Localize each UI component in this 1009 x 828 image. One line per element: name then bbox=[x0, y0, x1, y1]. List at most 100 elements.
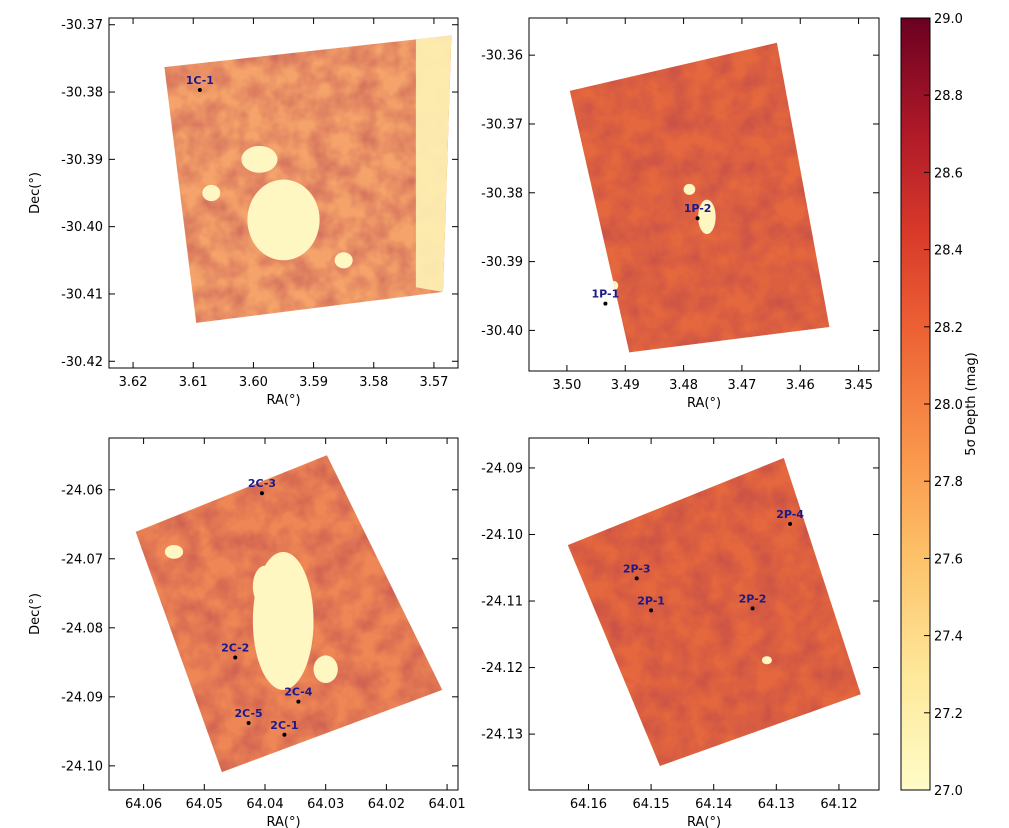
colorbar-tick-label: 28.8 bbox=[934, 89, 963, 104]
y-tick-label: -24.09 bbox=[61, 690, 103, 705]
y-tick-label: -24.12 bbox=[481, 661, 523, 676]
x-tick-label: 64.13 bbox=[758, 797, 795, 812]
source-label: 2C-5 bbox=[234, 707, 262, 720]
y-tick-label: -30.41 bbox=[61, 287, 103, 302]
colorbar-tick-label: 29.0 bbox=[934, 12, 963, 27]
source-label: 1P-1 bbox=[592, 288, 620, 301]
source-marker bbox=[282, 732, 287, 737]
x-axis-label: RA(°) bbox=[266, 815, 300, 828]
y-tick-label: -24.10 bbox=[481, 528, 523, 543]
colorbar-tick-label: 28.2 bbox=[934, 321, 963, 336]
y-tick-label: -30.40 bbox=[61, 220, 103, 235]
y-tick-label: -30.42 bbox=[61, 355, 103, 370]
source-marker bbox=[233, 655, 238, 660]
y-axis-label: Dec(°) bbox=[28, 172, 43, 214]
masked-region bbox=[683, 183, 696, 195]
x-tick-label: 3.60 bbox=[239, 375, 268, 390]
x-tick-label: 3.45 bbox=[844, 378, 873, 393]
x-tick-label: 3.58 bbox=[359, 375, 388, 390]
colorbar-tick-label: 27.0 bbox=[934, 784, 963, 799]
source-label: 2P-4 bbox=[776, 508, 804, 521]
y-tick-label: -30.36 bbox=[481, 49, 523, 64]
masked-region bbox=[334, 252, 353, 269]
x-axis-label: RA(°) bbox=[266, 393, 300, 408]
masked-region bbox=[241, 145, 278, 173]
source-label: 2C-4 bbox=[284, 686, 313, 699]
x-tick-label: 64.05 bbox=[186, 797, 223, 812]
axes-frame bbox=[528, 17, 880, 372]
masked-region bbox=[761, 656, 772, 665]
x-tick-label: 64.15 bbox=[632, 797, 669, 812]
y-tick-label: -24.13 bbox=[481, 728, 523, 743]
source-marker bbox=[788, 521, 793, 526]
masked-region bbox=[164, 544, 184, 559]
masked-region bbox=[313, 655, 338, 684]
x-tick-label: 3.59 bbox=[299, 375, 328, 390]
x-tick-label: 64.01 bbox=[428, 797, 465, 812]
x-tick-label: 3.61 bbox=[179, 375, 208, 390]
y-tick-label: -30.38 bbox=[481, 186, 523, 201]
y-tick-label: -30.38 bbox=[61, 86, 103, 101]
masked-region bbox=[781, 57, 796, 78]
x-tick-label: 3.62 bbox=[119, 375, 148, 390]
x-tick-label: 64.16 bbox=[570, 797, 607, 812]
panel-3: 64.06 64.05 64.04 64.03 64.02 64.01 -24.06 -24.… bbox=[28, 437, 466, 828]
y-tick-label: -30.39 bbox=[481, 255, 523, 270]
source-marker bbox=[649, 608, 654, 613]
x-tick-label: 3.50 bbox=[552, 378, 581, 393]
source-marker bbox=[750, 606, 755, 611]
source-label: 2P-3 bbox=[623, 562, 651, 575]
panel-2: 3.50 3.49 3.48 3.47 3.46 3.45 -30.36 -30.37 -30.… bbox=[481, 17, 880, 411]
x-tick-label: 64.03 bbox=[307, 797, 344, 812]
x-tick-label: 3.57 bbox=[419, 375, 448, 390]
colorbar-tick-label: 27.6 bbox=[934, 552, 963, 567]
y-tick-label: -30.40 bbox=[481, 324, 523, 339]
colorbar-ticks: 27.0 27.2 27.4 27.6 27.8 28.0 28.2 28.4 28.6 28.8… bbox=[924, 12, 963, 799]
x-tick-label: 3.47 bbox=[727, 378, 756, 393]
colorbar-tick-label: 28.4 bbox=[934, 244, 963, 259]
source-marker bbox=[695, 216, 700, 221]
colorbar-tick-label: 27.8 bbox=[934, 475, 963, 490]
y-tick-label: -24.08 bbox=[61, 621, 103, 636]
masked-region bbox=[582, 527, 595, 536]
x-axis-label: RA(°) bbox=[687, 396, 721, 411]
source-label: 2C-3 bbox=[248, 477, 276, 490]
y-tick-label: -24.06 bbox=[61, 483, 103, 498]
y-tick-label: -24.11 bbox=[481, 595, 523, 610]
colorbar-tick-label: 27.4 bbox=[934, 630, 963, 645]
source-label: 1P-2 bbox=[684, 202, 712, 215]
masked-region bbox=[698, 199, 716, 235]
y-tick-label: -30.39 bbox=[61, 153, 103, 168]
axes-frame bbox=[528, 437, 880, 791]
source-marker bbox=[296, 699, 301, 704]
y-tick-label: -24.07 bbox=[61, 552, 103, 567]
panel-4: 64.16 64.15 64.14 64.13 64.12 -24.09 -24.10 -24… bbox=[481, 437, 880, 828]
y-tick-label: -30.37 bbox=[61, 18, 103, 33]
depth-map-3 bbox=[135, 455, 443, 773]
source-marker bbox=[259, 491, 264, 496]
source-marker bbox=[246, 721, 251, 726]
x-tick-label: 64.14 bbox=[695, 797, 732, 812]
source-marker bbox=[634, 576, 639, 581]
masked-region bbox=[252, 565, 278, 608]
source-label: 1C-1 bbox=[186, 74, 214, 87]
colorbar-tick-label: 27.2 bbox=[934, 707, 963, 722]
x-tick-label: 64.02 bbox=[368, 797, 405, 812]
depth-map-2 bbox=[569, 42, 830, 353]
source-marker bbox=[197, 88, 202, 93]
x-tick-label: 64.04 bbox=[246, 797, 283, 812]
x-tick-label: 3.46 bbox=[786, 378, 815, 393]
x-tick-label: 64.06 bbox=[125, 797, 162, 812]
x-tick-label: 64.12 bbox=[820, 797, 857, 812]
depth-map-4 bbox=[567, 458, 861, 766]
axes-frame bbox=[108, 17, 459, 369]
colorbar-label: 5σ Depth (mag) bbox=[964, 352, 979, 455]
source-marker bbox=[603, 301, 608, 306]
y-tick-label: -30.37 bbox=[481, 117, 523, 132]
x-axis-label: RA(°) bbox=[687, 815, 721, 828]
x-tick-label: 3.49 bbox=[611, 378, 640, 393]
axes-frame bbox=[108, 437, 459, 791]
source-label: 2P-2 bbox=[739, 592, 767, 605]
panel-1: 3.62 3.61 3.60 3.59 3.58 3.57 -30.37 -30.38 -30.… bbox=[28, 17, 459, 408]
